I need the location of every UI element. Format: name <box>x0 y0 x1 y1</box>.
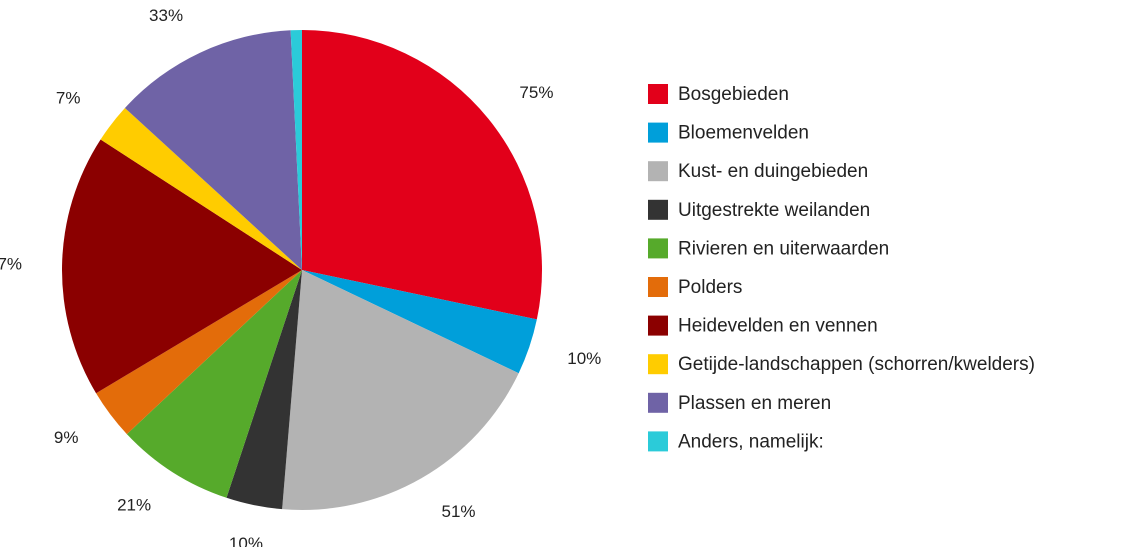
legend-swatch <box>648 354 668 375</box>
pie-slice <box>290 30 302 270</box>
data-label: 7% <box>56 88 81 107</box>
legend-label: Rivieren en uiterwaarden <box>678 238 889 259</box>
data-label: 9% <box>54 428 79 447</box>
pie-slice <box>126 270 303 498</box>
legend-swatch <box>648 431 668 452</box>
legend-label: Anders, namelijk: <box>678 431 824 452</box>
legend-label: Plassen en meren <box>678 393 831 414</box>
data-label: 33% <box>149 6 183 25</box>
legend-swatch <box>648 392 668 413</box>
legend-swatch <box>648 315 668 336</box>
pie-slice <box>124 30 302 270</box>
data-label: 21% <box>117 495 151 514</box>
legend-swatch <box>648 122 668 143</box>
pie-slice <box>100 108 302 270</box>
legend-label: Kust- en duingebieden <box>678 161 868 182</box>
data-label: 75% <box>519 83 553 102</box>
legend-swatch <box>648 199 668 220</box>
legend-label: Heidevelden en vennen <box>678 316 878 337</box>
pie-slice <box>282 270 519 510</box>
data-label: 10% <box>229 534 263 547</box>
legend-swatch <box>648 238 668 259</box>
legend-label: Getijde-landschappen (schorren/kwelders) <box>678 354 1035 375</box>
legend-swatch <box>648 84 668 104</box>
data-label: 10% <box>567 349 601 368</box>
pie-slice <box>226 270 302 510</box>
pie-slice <box>96 270 302 435</box>
legend-swatch <box>648 277 668 297</box>
legend-label: Polders <box>678 277 742 298</box>
legend-label: Uitgestrekte weilanden <box>678 200 870 221</box>
legend-swatch <box>648 161 668 182</box>
pie-slice <box>302 30 543 320</box>
legend-label: Bloemenvelden <box>678 123 809 144</box>
data-label: 47% <box>0 255 22 274</box>
data-label: 51% <box>442 502 476 521</box>
legend-label: Bosgebieden <box>678 84 789 105</box>
pie-slice <box>302 270 537 374</box>
pie-slice <box>61 139 302 394</box>
